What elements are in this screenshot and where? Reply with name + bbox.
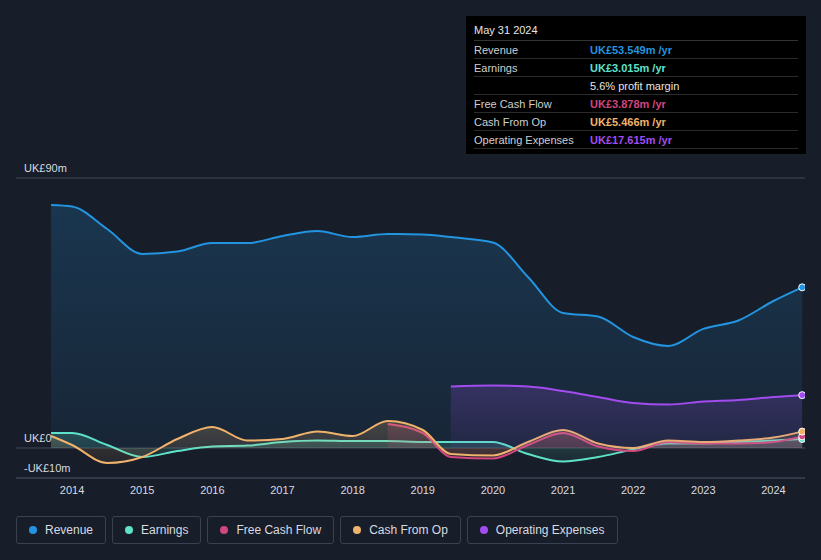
svg-text:2021: 2021	[551, 484, 575, 496]
html-text:Free Cash Flow: Free Cash Flow	[236, 523, 322, 537]
svg-text:2020: 2020	[481, 484, 505, 496]
html-text:Revenue: Revenue	[474, 43, 518, 56]
svg-text:2017: 2017	[270, 484, 294, 496]
html-text:Operating Expenses: Operating Expenses	[474, 133, 574, 146]
svg-text:2019: 2019	[411, 484, 435, 496]
html-text:May 31 2024: May 31 2024	[474, 24, 538, 36]
html-text:Earnings: Earnings	[474, 61, 518, 74]
html-text:Revenue: Revenue	[45, 523, 93, 537]
html-text:UK£17.615m /yr: UK£17.615m /yr	[590, 133, 672, 146]
svg-text:2018: 2018	[340, 484, 364, 496]
html-text:UK£3.878m /yr: UK£3.878m /yr	[590, 97, 666, 110]
html-text:UK£5.466m /yr: UK£5.466m /yr	[590, 115, 666, 128]
svg-text:2014: 2014	[60, 484, 84, 496]
html-text:Earnings: Earnings	[141, 523, 189, 537]
svg-text:UK£0: UK£0	[24, 432, 52, 444]
svg-text:2023: 2023	[691, 484, 715, 496]
svg-text:2016: 2016	[200, 484, 224, 496]
svg-text:2022: 2022	[621, 484, 645, 496]
svg-text:-UK£10m: -UK£10m	[24, 462, 70, 474]
svg-text:UK£90m: UK£90m	[24, 162, 67, 174]
html-text:5.6% profit margin: 5.6% profit margin	[590, 79, 680, 92]
html-text:UK£3.015m /yr: UK£3.015m /yr	[590, 61, 666, 74]
html-text:Cash From Op: Cash From Op	[369, 523, 448, 537]
html-text:Cash From Op: Cash From Op	[474, 115, 547, 128]
svg-text:2024: 2024	[761, 484, 785, 496]
html-text:Operating Expenses: Operating Expenses	[495, 523, 605, 537]
html-text:Free Cash Flow: Free Cash Flow	[474, 97, 552, 110]
html-text:UK£53.549m /yr: UK£53.549m /yr	[590, 43, 672, 56]
svg-text:2015: 2015	[130, 484, 154, 496]
